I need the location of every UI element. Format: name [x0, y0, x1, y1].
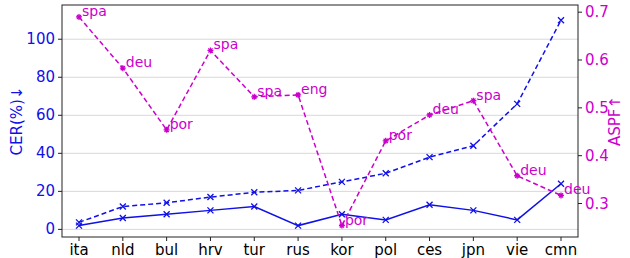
x-tick-label: ces [417, 241, 442, 258]
point-marker [339, 179, 345, 185]
point-label: spa [257, 83, 282, 99]
grid-line [62, 229, 578, 230]
point-marker [558, 17, 564, 23]
x-tick-label: hrv [198, 241, 223, 258]
point-label: spa [213, 36, 238, 52]
point-marker [76, 219, 82, 225]
y-tick [58, 115, 62, 116]
point-marker [207, 207, 213, 213]
point-label: por [389, 127, 412, 143]
point-marker [164, 200, 170, 206]
point-label: spa [82, 3, 107, 19]
y-tick [58, 191, 62, 192]
series-line [79, 20, 561, 222]
data-labels: spa deu por spa spa eng por por deu spa deu deu [82, 3, 590, 228]
x-tick-label: tur [243, 241, 265, 258]
x-tick-label: rus [286, 241, 310, 258]
point-marker [427, 154, 433, 160]
x-tick-label: vie [506, 241, 528, 258]
series-line [79, 17, 561, 226]
y-tick [58, 39, 62, 40]
y-tick [58, 153, 62, 154]
x-tick-label: pol [374, 241, 397, 258]
plot-area [76, 14, 564, 229]
point-label: deu [520, 162, 546, 178]
point-marker [514, 101, 520, 107]
point-marker [470, 143, 476, 149]
x-tick-label: nld [111, 241, 134, 258]
y-tick [58, 77, 62, 78]
y2-tick [578, 155, 582, 156]
point-marker [295, 223, 301, 229]
x-tick-label: jpn [461, 241, 485, 258]
point-marker [470, 207, 476, 213]
grid-line [62, 77, 578, 78]
point-marker [207, 194, 213, 200]
y-tick-label: 20 [36, 182, 55, 200]
y2-tick [578, 12, 582, 13]
y2-tick [578, 203, 582, 204]
grid-line [62, 39, 578, 40]
point-marker [120, 204, 126, 210]
y2-tick [578, 60, 582, 61]
point-label: eng [301, 81, 327, 97]
point-label: deu [433, 101, 459, 117]
y2-tick-label: 0.4 [585, 147, 609, 165]
y-axis-label: CER(%)↓ [8, 87, 26, 156]
plot-frame [62, 5, 578, 237]
point-marker [76, 223, 82, 229]
point-marker [120, 215, 126, 221]
point-label: deu [126, 54, 152, 70]
point-marker [251, 189, 257, 195]
x-tick-label: cmn [545, 241, 577, 258]
point-marker [295, 187, 301, 193]
y-tick-label: 100 [26, 30, 55, 48]
grid-line [62, 191, 578, 192]
point-marker [514, 217, 520, 223]
y-tick-label: 80 [36, 68, 55, 86]
chart: 0204060801000.30.40.50.60.7itanldbulhrvt… [0, 0, 630, 258]
y-tick [58, 229, 62, 230]
y-tick-label: 40 [36, 144, 55, 162]
x-tick-label: kor [330, 241, 354, 258]
point-marker [383, 217, 389, 223]
grid-line [62, 153, 578, 154]
point-label: spa [476, 87, 501, 103]
point-marker [251, 204, 257, 210]
y2-tick [578, 107, 582, 108]
series-line [79, 184, 561, 226]
point-label: por [170, 116, 193, 132]
y2-axis-label: ASPF↑ [606, 96, 624, 146]
y2-tick-label: 0.6 [585, 51, 609, 69]
point-label: por [345, 212, 368, 228]
x-tick-label: bul [155, 241, 178, 258]
x-tick-label: ita [69, 241, 88, 258]
y-tick-label: 60 [36, 106, 55, 124]
point-marker [164, 211, 170, 217]
y-tick-label: 0 [45, 220, 55, 238]
point-marker [427, 202, 433, 208]
point-label: deu [564, 181, 590, 197]
grid-line [62, 115, 578, 116]
y2-tick-label: 0.7 [585, 3, 609, 21]
point-marker [383, 170, 389, 176]
